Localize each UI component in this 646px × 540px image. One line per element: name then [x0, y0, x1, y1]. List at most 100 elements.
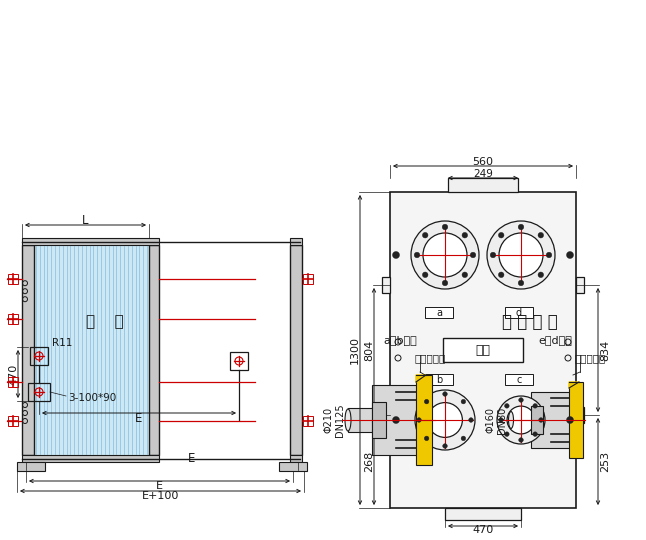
- Text: 804: 804: [364, 339, 374, 361]
- Bar: [531, 392, 571, 448]
- Text: a、b接口: a、b接口: [383, 335, 417, 345]
- Circle shape: [567, 416, 574, 423]
- Text: d: d: [516, 308, 522, 318]
- Bar: [505, 307, 533, 318]
- Circle shape: [428, 403, 463, 437]
- Bar: [28, 383, 50, 401]
- Bar: [22, 238, 159, 245]
- Circle shape: [411, 221, 479, 289]
- Circle shape: [505, 432, 509, 436]
- Bar: [30, 347, 48, 365]
- Circle shape: [461, 399, 466, 404]
- Text: 1300: 1300: [350, 336, 360, 364]
- Bar: [511, 411, 531, 429]
- Bar: [576, 277, 584, 293]
- Bar: [443, 338, 523, 362]
- Bar: [445, 508, 521, 520]
- Bar: [303, 416, 313, 427]
- Circle shape: [567, 252, 574, 259]
- Text: 銘牌: 銘牌: [475, 343, 490, 356]
- Ellipse shape: [345, 409, 351, 431]
- Circle shape: [443, 280, 448, 286]
- Text: R11: R11: [52, 338, 72, 348]
- Bar: [8, 274, 18, 284]
- Text: 253: 253: [600, 451, 610, 472]
- Bar: [34, 245, 149, 455]
- Text: 3-100*90: 3-100*90: [68, 393, 116, 403]
- Circle shape: [424, 399, 429, 404]
- Bar: [425, 374, 453, 385]
- Text: 560: 560: [472, 157, 494, 167]
- Circle shape: [539, 418, 543, 422]
- Circle shape: [424, 436, 429, 441]
- Circle shape: [423, 233, 467, 277]
- Bar: [372, 402, 386, 438]
- Circle shape: [417, 418, 421, 422]
- Bar: [230, 352, 248, 370]
- Bar: [8, 416, 18, 427]
- Circle shape: [499, 272, 504, 278]
- Bar: [372, 385, 418, 455]
- Circle shape: [533, 432, 537, 436]
- Bar: [576, 407, 584, 423]
- Text: Φ210
DN125: Φ210 DN125: [324, 403, 345, 437]
- Text: 固定夹紧板: 固定夹紧板: [574, 353, 606, 363]
- Circle shape: [443, 392, 447, 396]
- Circle shape: [519, 438, 523, 442]
- Text: E: E: [156, 481, 163, 491]
- Text: c: c: [516, 375, 522, 385]
- Text: a: a: [436, 308, 442, 318]
- Bar: [149, 245, 159, 455]
- Circle shape: [461, 436, 466, 441]
- Text: 470: 470: [472, 525, 494, 535]
- Circle shape: [414, 252, 420, 258]
- Bar: [22, 455, 159, 462]
- Bar: [290, 455, 302, 462]
- Bar: [416, 375, 432, 465]
- Text: E: E: [135, 411, 143, 424]
- Circle shape: [499, 232, 504, 238]
- Circle shape: [470, 252, 476, 258]
- Circle shape: [393, 416, 399, 423]
- Bar: [448, 178, 518, 192]
- Text: 834: 834: [600, 339, 610, 361]
- Bar: [382, 277, 390, 293]
- Bar: [569, 382, 583, 458]
- Circle shape: [422, 272, 428, 278]
- Bar: [279, 462, 307, 471]
- Circle shape: [538, 232, 543, 238]
- Circle shape: [497, 396, 545, 444]
- Circle shape: [443, 224, 448, 230]
- Bar: [303, 274, 313, 284]
- Circle shape: [469, 418, 474, 422]
- Circle shape: [547, 252, 552, 258]
- Circle shape: [533, 403, 537, 408]
- Circle shape: [505, 403, 509, 408]
- Text: L: L: [82, 213, 89, 226]
- Text: 连 接 法 兰: 连 接 法 兰: [502, 313, 558, 331]
- Circle shape: [487, 221, 555, 289]
- Circle shape: [490, 252, 495, 258]
- Ellipse shape: [508, 411, 514, 429]
- Circle shape: [518, 280, 524, 286]
- Circle shape: [393, 252, 399, 259]
- Circle shape: [415, 390, 475, 450]
- Bar: [8, 376, 18, 387]
- Text: 268: 268: [364, 451, 374, 472]
- Circle shape: [507, 406, 535, 434]
- Bar: [290, 238, 302, 245]
- Bar: [17, 462, 45, 471]
- Bar: [390, 192, 576, 508]
- Circle shape: [462, 272, 468, 278]
- Circle shape: [538, 272, 543, 278]
- Bar: [8, 314, 18, 323]
- Circle shape: [519, 397, 523, 402]
- Text: 470: 470: [8, 363, 18, 384]
- Text: 249: 249: [473, 169, 493, 179]
- Text: 固定夹紧板: 固定夹紧板: [414, 353, 446, 363]
- Bar: [290, 245, 302, 455]
- Circle shape: [499, 233, 543, 277]
- Circle shape: [499, 418, 503, 422]
- Polygon shape: [416, 375, 426, 382]
- Bar: [348, 408, 372, 432]
